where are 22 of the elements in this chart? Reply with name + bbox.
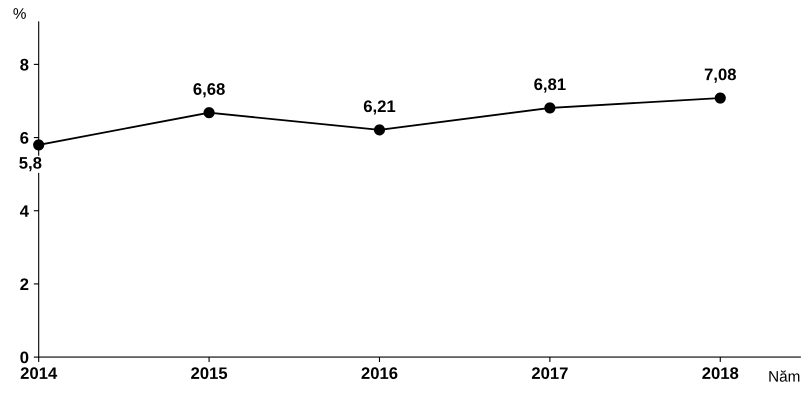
data-label: 6,81 <box>534 78 566 93</box>
x-tick-label: 2017 <box>532 367 568 380</box>
point <box>33 139 44 150</box>
y-tick-label: 4 <box>20 205 29 217</box>
x-tick-label: 2015 <box>191 367 228 380</box>
point <box>714 92 726 104</box>
data-label: 5,8 <box>19 157 42 172</box>
y-tick-label: 6 <box>20 132 28 144</box>
y-axis-title: % <box>13 8 26 19</box>
y-tick-label: 8 <box>20 58 28 71</box>
point <box>544 102 556 114</box>
data-label: 7,08 <box>704 68 736 83</box>
data-label: 6,21 <box>364 100 396 115</box>
x-tick-label: 2018 <box>702 367 738 380</box>
x-tick-label: 2014 <box>20 367 58 380</box>
x-axis-title: Năm <box>769 370 800 382</box>
y-tick-label: 0 <box>20 352 28 364</box>
data-label: 6,68 <box>193 83 225 98</box>
y-tick-label: 2 <box>20 278 28 290</box>
point <box>374 124 386 136</box>
x-tick-label: 2016 <box>362 367 398 380</box>
point <box>204 107 215 118</box>
